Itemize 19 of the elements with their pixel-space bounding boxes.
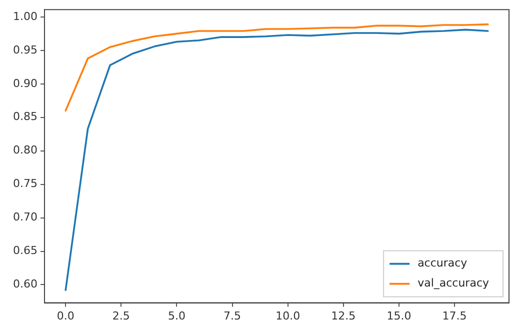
x-tick-label: 17.5 xyxy=(442,309,467,322)
y-tick-label: 0.95 xyxy=(12,43,38,56)
x-tick-label: 2.5 xyxy=(112,309,130,322)
y-tick-label: 0.75 xyxy=(12,177,38,190)
x-tick-label: 15.0 xyxy=(386,309,412,322)
y-tick-label: 1.00 xyxy=(12,10,38,23)
x-tick-label: 12.5 xyxy=(331,309,356,322)
legend-label: accuracy xyxy=(418,256,468,270)
x-tick-label: 10.0 xyxy=(276,309,300,322)
y-tick-label: 0.85 xyxy=(12,110,38,124)
y-tick-label: 0.65 xyxy=(12,244,38,258)
y-tick-label: 0.90 xyxy=(12,76,38,90)
x-tick-label: 0.0 xyxy=(56,309,74,322)
y-tick-label: 0.70 xyxy=(12,210,38,224)
legend-label: val_accuracy xyxy=(418,276,490,290)
y-tick-label: 0.60 xyxy=(12,278,38,291)
x-tick-label: 7.5 xyxy=(224,309,242,322)
y-tick-label: 0.80 xyxy=(12,144,38,157)
x-tick-label: 5.0 xyxy=(168,309,186,322)
